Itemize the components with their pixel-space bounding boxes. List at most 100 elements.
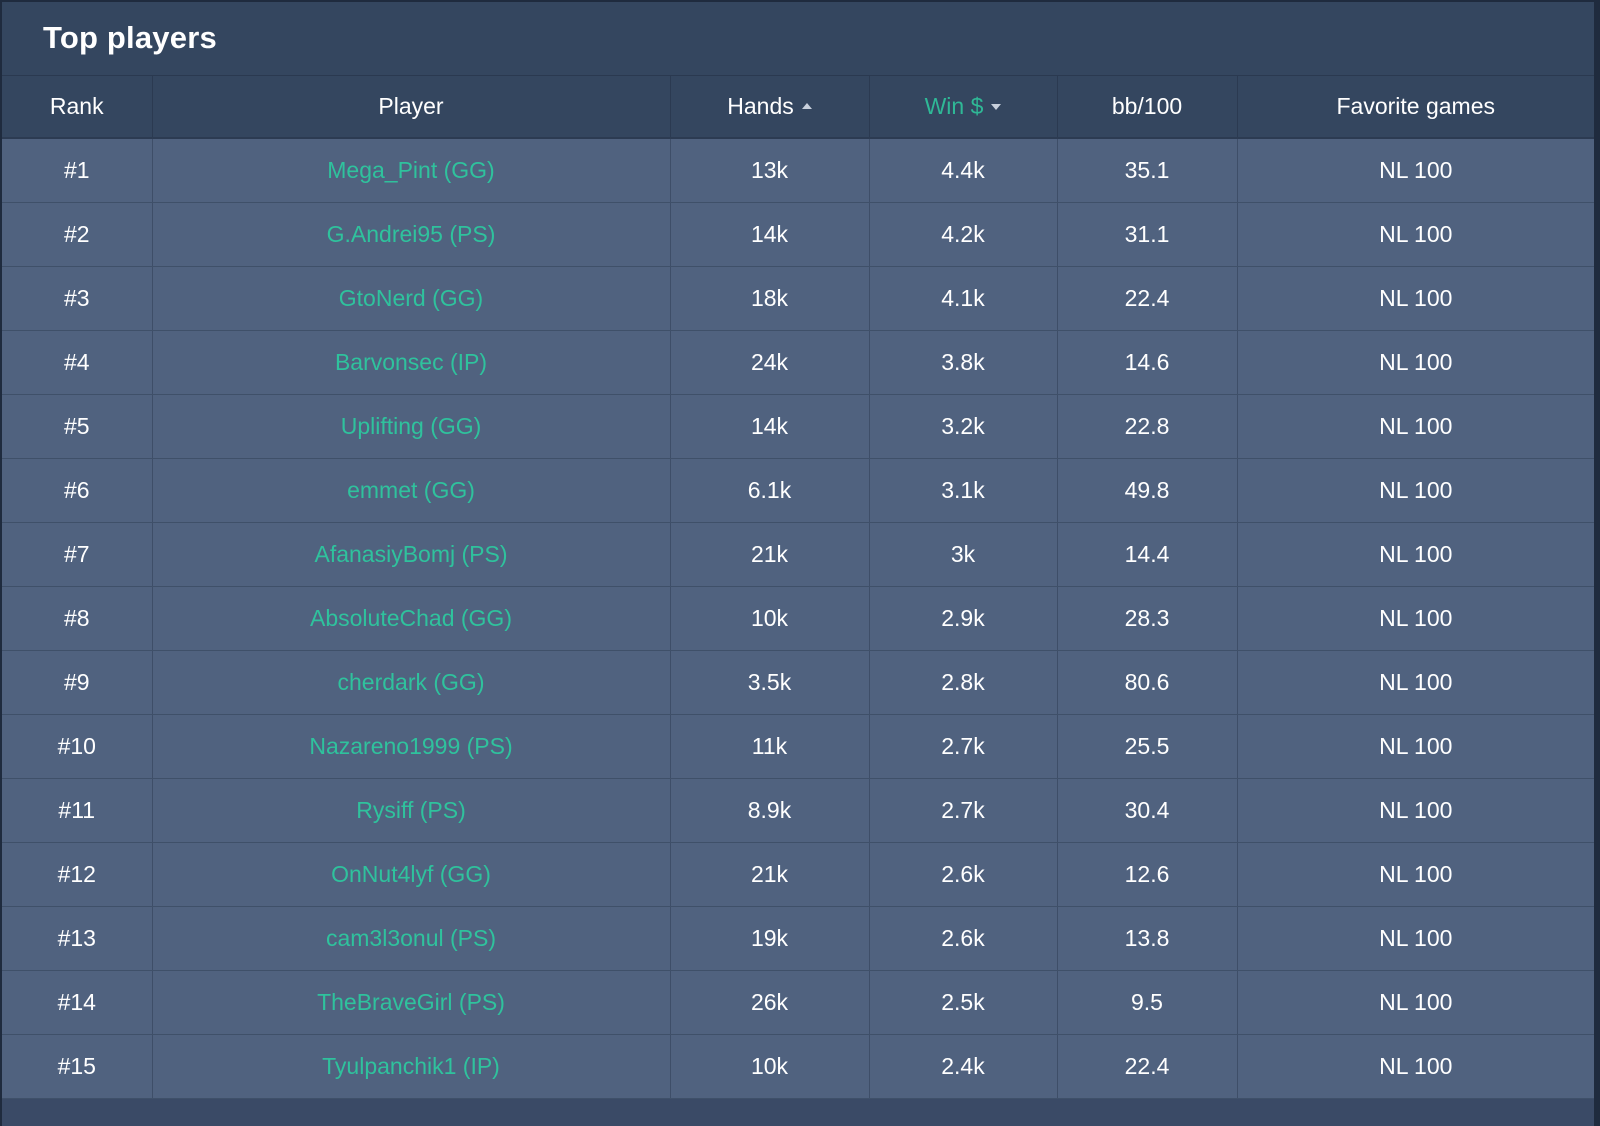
player-link[interactable]: Nazareno1999 (PS) <box>152 714 671 779</box>
player-link[interactable]: TheBraveGirl (PS) <box>152 970 671 1035</box>
column-header-bb100[interactable]: bb/100 <box>1057 76 1238 139</box>
hands-cell: 13k <box>670 138 870 203</box>
hands-cell: 26k <box>670 970 870 1035</box>
hands-cell: 14k <box>670 394 870 459</box>
win-cell: 2.9k <box>869 586 1058 651</box>
column-header-rank[interactable]: Rank <box>2 76 153 139</box>
rank-cell: #6 <box>2 458 153 523</box>
bb100-cell: 31.1 <box>1057 202 1238 267</box>
column-header-label: Player <box>378 93 444 119</box>
table-row: #13 cam3l3onul (PS) 19k 2.6k 13.8 NL 100 <box>2 906 1594 971</box>
win-cell: 4.4k <box>869 138 1058 203</box>
table-row: #9 cherdark (GG) 3.5k 2.8k 80.6 NL 100 <box>2 650 1594 715</box>
column-header-label: Win $ <box>924 93 984 119</box>
rank-cell: #8 <box>2 586 153 651</box>
player-link[interactable]: GtoNerd (GG) <box>152 266 671 331</box>
table-row: #2 G.Andrei95 (PS) 14k 4.2k 31.1 NL 100 <box>2 202 1594 267</box>
favorite-games-cell: NL 100 <box>1237 586 1594 651</box>
rank-cell: #5 <box>2 394 153 459</box>
win-cell: 2.4k <box>869 1034 1058 1099</box>
table-body: #1 Mega_Pint (GG) 13k 4.4k 35.1 NL 100 #2 G.And… <box>2 138 1594 1099</box>
rank-cell: #15 <box>2 1034 153 1099</box>
column-header-win[interactable]: Win $ <box>869 76 1058 139</box>
table-row: #4 Barvonsec (IP) 24k 3.8k 14.6 NL 100 <box>2 330 1594 395</box>
bb100-cell: 22.4 <box>1057 266 1238 331</box>
sort-descending-icon <box>991 104 1002 111</box>
rank-cell: #12 <box>2 842 153 907</box>
player-link[interactable]: Tyulpanchik1 (IP) <box>152 1034 671 1099</box>
hands-cell: 24k <box>670 330 870 395</box>
rank-cell: #4 <box>2 330 153 395</box>
player-link[interactable]: Mega_Pint (GG) <box>152 138 671 203</box>
hands-cell: 8.9k <box>670 778 870 843</box>
hands-cell: 21k <box>670 842 870 907</box>
top-players-table: Rank Player Hands Win $ bb/100 Favorite … <box>2 76 1594 1099</box>
win-cell: 2.5k <box>869 970 1058 1035</box>
win-cell: 2.7k <box>869 714 1058 779</box>
win-cell: 3k <box>869 522 1058 587</box>
favorite-games-cell: NL 100 <box>1237 906 1594 971</box>
player-link[interactable]: Barvonsec (IP) <box>152 330 671 395</box>
favorite-games-cell: NL 100 <box>1237 266 1594 331</box>
column-header-player[interactable]: Player <box>152 76 671 139</box>
favorite-games-cell: NL 100 <box>1237 458 1594 523</box>
page-title: Top players <box>43 19 217 55</box>
rank-cell: #7 <box>2 522 153 587</box>
table-row: #10 Nazareno1999 (PS) 11k 2.7k 25.5 NL 100 <box>2 714 1594 779</box>
rank-cell: #9 <box>2 650 153 715</box>
hands-cell: 21k <box>670 522 870 587</box>
player-link[interactable]: Uplifting (GG) <box>152 394 671 459</box>
column-header-label: Favorite games <box>1336 93 1495 119</box>
win-cell: 3.8k <box>869 330 1058 395</box>
player-link[interactable]: OnNut4lyf (GG) <box>152 842 671 907</box>
column-header-favorite-games[interactable]: Favorite games <box>1237 76 1594 139</box>
player-link[interactable]: emmet (GG) <box>152 458 671 523</box>
bb100-cell: 12.6 <box>1057 842 1238 907</box>
table-header-row: Rank Player Hands Win $ bb/100 Favorite … <box>2 76 1594 139</box>
win-cell: 2.8k <box>869 650 1058 715</box>
panel-header: Top players <box>2 2 1594 76</box>
table-row: #1 Mega_Pint (GG) 13k 4.4k 35.1 NL 100 <box>2 138 1594 203</box>
win-cell: 4.2k <box>869 202 1058 267</box>
bb100-cell: 30.4 <box>1057 778 1238 843</box>
rank-cell: #14 <box>2 970 153 1035</box>
favorite-games-cell: NL 100 <box>1237 202 1594 267</box>
player-link[interactable]: cam3l3onul (PS) <box>152 906 671 971</box>
column-header-hands[interactable]: Hands <box>670 76 870 139</box>
favorite-games-cell: NL 100 <box>1237 330 1594 395</box>
rank-cell: #10 <box>2 714 153 779</box>
player-link[interactable]: AfanasiyBomj (PS) <box>152 522 671 587</box>
hands-cell: 10k <box>670 586 870 651</box>
favorite-games-cell: NL 100 <box>1237 778 1594 843</box>
rank-cell: #13 <box>2 906 153 971</box>
win-cell: 3.2k <box>869 394 1058 459</box>
hands-cell: 18k <box>670 266 870 331</box>
table-row: #6 emmet (GG) 6.1k 3.1k 49.8 NL 100 <box>2 458 1594 523</box>
rank-cell: #11 <box>2 778 153 843</box>
favorite-games-cell: NL 100 <box>1237 1034 1594 1099</box>
column-header-label: Rank <box>49 93 104 119</box>
bb100-cell: 13.8 <box>1057 906 1238 971</box>
player-link[interactable]: Rysiff (PS) <box>152 778 671 843</box>
rank-cell: #1 <box>2 138 153 203</box>
favorite-games-cell: NL 100 <box>1237 970 1594 1035</box>
bb100-cell: 9.5 <box>1057 970 1238 1035</box>
hands-cell: 10k <box>670 1034 870 1099</box>
player-link[interactable]: AbsoluteChad (GG) <box>152 586 671 651</box>
player-link[interactable]: G.Andrei95 (PS) <box>152 202 671 267</box>
win-cell: 2.6k <box>869 842 1058 907</box>
hands-cell: 14k <box>670 202 870 267</box>
bb100-cell: 14.4 <box>1057 522 1238 587</box>
player-link[interactable]: cherdark (GG) <box>152 650 671 715</box>
hands-cell: 11k <box>670 714 870 779</box>
column-header-label: Hands <box>727 93 794 119</box>
table-row: #15 Tyulpanchik1 (IP) 10k 2.4k 22.4 NL 100 <box>2 1034 1594 1099</box>
column-header-label: bb/100 <box>1111 93 1183 119</box>
table-row: #14 TheBraveGirl (PS) 26k 2.5k 9.5 NL 100 <box>2 970 1594 1035</box>
favorite-games-cell: NL 100 <box>1237 714 1594 779</box>
bb100-cell: 22.8 <box>1057 394 1238 459</box>
rank-cell: #2 <box>2 202 153 267</box>
favorite-games-cell: NL 100 <box>1237 650 1594 715</box>
hands-cell: 6.1k <box>670 458 870 523</box>
